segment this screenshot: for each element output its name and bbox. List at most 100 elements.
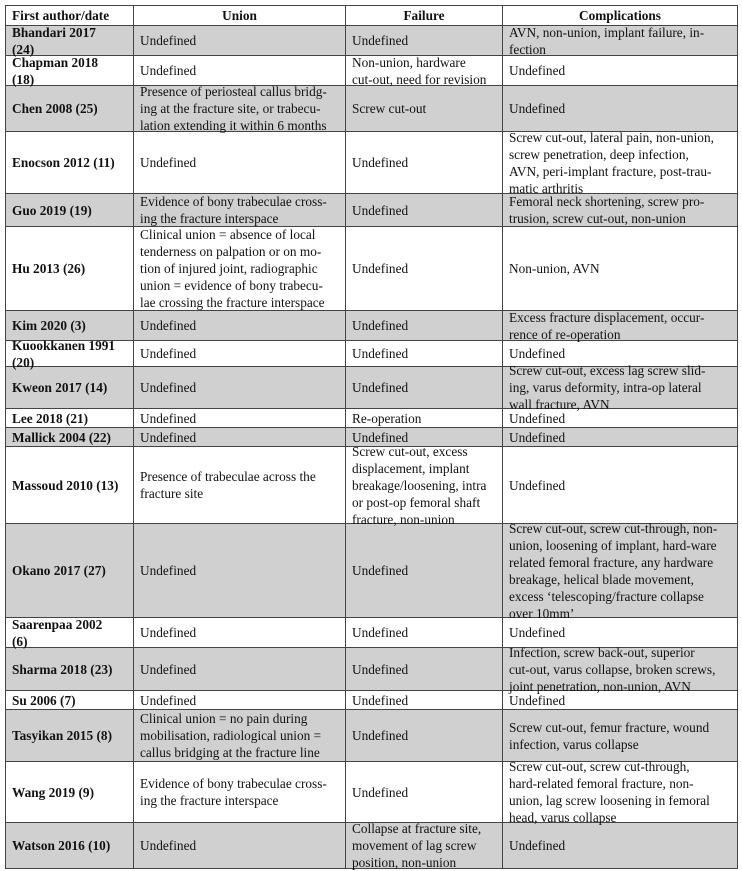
cell-text-line: Okano 2017 (27) — [12, 563, 106, 578]
cell-failure: Screw cut-out, excess displacement, impla… — [345, 444, 503, 527]
header-row: First author/date Union Failure Complica… — [5, 5, 738, 26]
cell-text-line: related femoral fracture, any hardware — [509, 554, 714, 570]
cell-text-line: Non-union, AVN — [509, 261, 600, 276]
cell-text-line: excess ‘telescoping/fracture collapse — [509, 588, 704, 604]
cell-text-line: Kim 2020 (3) — [12, 318, 86, 333]
cell-failure: Screw cut-out — [345, 85, 503, 132]
cell-text-line: Mallick 2004 (22) — [12, 429, 111, 445]
cell-failure: Non-union, hardware cut-out, need for rev… — [345, 54, 503, 87]
cell-author: Hu 2013 (26) — [5, 226, 134, 311]
cell-text-line: fracture site — [140, 486, 204, 501]
cell-text-line: infection, varus collapse — [509, 736, 639, 752]
cell-text-line: fection — [509, 41, 546, 57]
cell-text-line: Excess fracture displacement, occur- — [509, 309, 705, 325]
cell-text-line: Undefined — [352, 318, 409, 333]
cell-text-line: Screw cut-out, excess — [352, 443, 468, 459]
cell-text-line: joint penetration, non-union, AVN — [509, 678, 691, 694]
cell-author: Massoud 2010 (13) — [5, 446, 134, 524]
cell-author: Lee 2018 (21) — [5, 408, 134, 428]
cell-complications: Non-union, AVN — [502, 226, 738, 311]
header-author: First author/date — [5, 5, 134, 26]
cell-text-line: Femoral neck shortening, screw pro- — [509, 194, 705, 209]
cell-text-line: (20) — [12, 354, 35, 370]
cell-union: Undefined — [133, 647, 346, 691]
cell-author: Watson 2016 (10) — [5, 822, 134, 869]
cell-failure: Undefined — [345, 226, 503, 311]
cell-text-line: Undefined — [140, 838, 197, 853]
cell-text-line: head, varus collapse — [509, 810, 617, 825]
cell-author: Kim 2020 (3) — [5, 310, 134, 341]
cell-author: Saarenpaa 2002 (6) — [5, 617, 134, 649]
cell-text-line: rence of re-operation — [509, 326, 621, 342]
cell-failure: Undefined — [345, 25, 503, 56]
cell-text-line: Bhandari 2017 — [12, 24, 96, 40]
cell-text-line: Undefined — [509, 63, 566, 78]
cell-text-line: callus bridging at the fracture line — [140, 745, 320, 760]
cell-text-line: Undefined — [140, 155, 197, 170]
cell-text-line: ing, varus deformity, intra-op lateral — [509, 380, 702, 395]
cell-author: Kuookkanen 1991 (20) — [5, 338, 134, 370]
cell-failure: Undefined — [345, 709, 503, 762]
cell-text-line: Undefined — [509, 346, 566, 361]
cell-text-line: union, loosening of implant, hard-ware — [509, 537, 717, 553]
cell-text-line: position, non-union — [352, 855, 457, 870]
cell-failure: Undefined — [345, 617, 503, 648]
cell-text-line: Screw cut-out, screw cut-through, non- — [509, 520, 718, 536]
cell-text-line: Wang 2019 (9) — [12, 784, 95, 800]
cell-complications: Excess fracture displacement, occur-renc… — [502, 309, 738, 342]
cell-complications: Screw cut-out, screw cut-through, non-un… — [502, 521, 738, 621]
cell-text-line: breakage/loosening, intra — [352, 477, 487, 493]
cell-text-line: Undefined — [140, 318, 197, 333]
table-body: Bhandari 2017 (24) Undefined Undefined AVN, … — [5, 24, 738, 870]
cell-text-line: Undefined — [140, 33, 197, 48]
cell-text-line: AVN, peri-implant fracture, post-trau- — [509, 163, 712, 179]
cell-text-line: Undefined — [352, 661, 409, 677]
cell-text-line: Non-union, hardware — [352, 54, 466, 70]
cell-text-line: mobilisation, radiological union = — [140, 728, 322, 743]
cell-text-line: Evidence of bony trabeculae cross- — [140, 776, 327, 791]
table-row: Chen 2008 (25) Presence of periosteal cal… — [5, 84, 738, 133]
cell-union: Evidence of bony trabeculae cross-ing th… — [133, 761, 346, 823]
table-row: Sharma 2018 (23) Undefined Undefined Infect… — [5, 645, 738, 694]
cell-union: Evidence of bony trabeculae cross-ing th… — [133, 193, 346, 227]
cell-failure: Undefined — [345, 340, 503, 367]
cell-union: Undefined — [133, 310, 346, 341]
cell-complications: Screw cut-out, excess lag screw slid-ing… — [502, 363, 738, 412]
cell-author: Chen 2008 (25) — [5, 85, 134, 132]
cell-complications: Screw cut-out, femur fracture, wound infe… — [502, 709, 738, 762]
cell-text-line: Kweon 2017 (14) — [12, 380, 108, 395]
cell-text-line: or post-op femoral shaft — [352, 494, 481, 510]
cell-text-line: Su 2006 (7) — [12, 692, 76, 708]
cell-text-line: (6) — [12, 633, 28, 649]
cell-text-line: Undefined — [509, 625, 566, 640]
cell-text-line: Undefined — [509, 838, 566, 853]
cell-union: Undefined — [133, 427, 346, 447]
cell-text-line: Undefined — [140, 63, 197, 78]
cell-text-line: ing the fracture interspace — [140, 211, 279, 226]
cell-text-line: AVN, non-union, implant failure, in- — [509, 24, 705, 40]
cell-complications: Undefined — [502, 55, 738, 86]
table-row: Bhandari 2017 (24) Undefined Undefined AVN, … — [5, 24, 738, 57]
table-row: Guo 2019 (19) Evidence of bony trabeculae… — [5, 193, 738, 227]
cell-author: Su 2006 (7) — [5, 690, 134, 710]
cell-text-line: Clinical union = absence of local — [140, 227, 316, 242]
cell-text-line: Enocson 2012 (11) — [12, 155, 115, 170]
cell-author: Chapman 2018 (18) — [5, 55, 134, 87]
table-row: Enocson 2012 (11) Undefined Undefined Screw… — [5, 130, 738, 196]
cell-author: Tasyikan 2015 (8) — [5, 709, 134, 762]
cell-text-line: Guo 2019 (19) — [12, 202, 92, 218]
cell-union: Clinical union = no pain during mobilisat… — [133, 709, 346, 762]
cell-failure: Undefined — [345, 690, 503, 710]
cell-text-line: wall fracture, AVN — [509, 397, 610, 412]
cell-text-line: Undefined — [352, 692, 409, 708]
cell-text-line: Undefined — [509, 692, 566, 708]
cell-union: Undefined — [133, 131, 346, 194]
cell-union: Undefined — [133, 408, 346, 428]
cell-text-line: Undefined — [140, 346, 197, 361]
cell-text-line: cut-out, need for revision — [352, 71, 487, 87]
cell-text-line: Undefined — [352, 784, 409, 800]
cell-author: Wang 2019 (9) — [5, 761, 134, 823]
cell-text-line: Hu 2013 (26) — [12, 261, 86, 276]
cell-text-line: Re-operation — [352, 410, 422, 426]
cell-failure: Undefined — [345, 193, 503, 227]
